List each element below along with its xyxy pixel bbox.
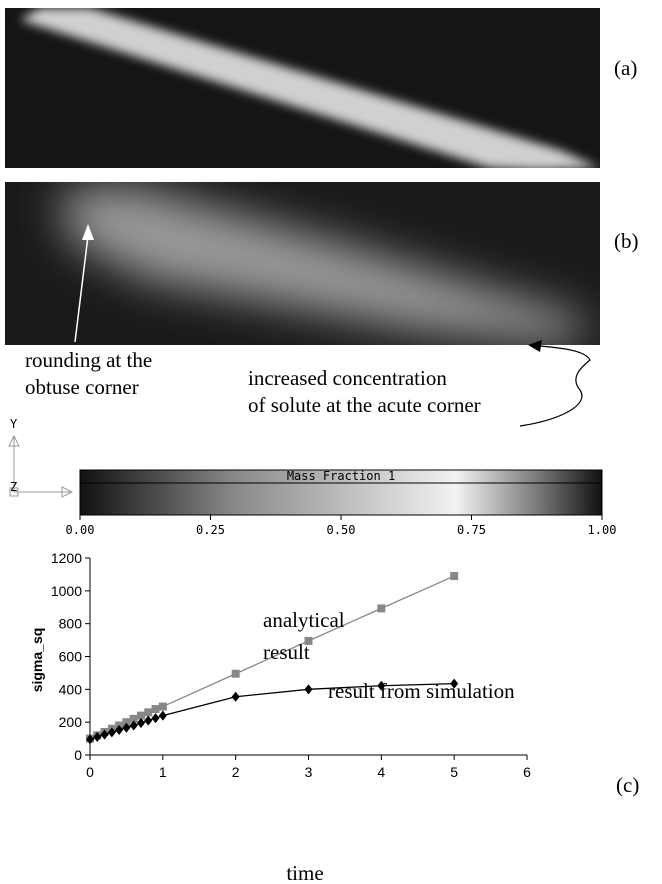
marker [100,729,109,740]
chart-annotation: result [263,640,310,664]
y-tick-label: 800 [59,616,83,632]
marker [158,710,167,721]
x-tick-label: 6 [523,764,531,780]
marker [231,669,240,678]
marker [231,691,240,702]
marker [129,714,138,723]
marker [377,604,386,613]
marker [304,636,313,645]
y-tick-label: 400 [59,681,83,697]
annotation: increased concentration [248,366,447,390]
y-tick-label: 600 [59,649,83,665]
x-tick-label: 3 [305,764,313,780]
marker [144,708,153,717]
colorbar-tick-label: 0.75 [457,523,486,537]
marker [450,678,459,689]
marker [304,684,313,695]
marker [144,715,153,726]
chart-annotation: analytical [263,608,345,632]
x-tick-label: 5 [450,764,458,780]
x-tick-label: 4 [377,764,385,780]
marker [129,720,138,731]
marker [136,717,145,728]
y-tick-label: 200 [59,714,83,730]
annotation: obtuse corner [25,375,139,399]
colorbar-tick-label: 0.00 [66,523,95,537]
x-tick-label: 0 [86,764,94,780]
panel-label: (b) [614,229,639,253]
panel-label: (a) [614,56,637,80]
marker [122,718,131,727]
image-b [5,182,600,345]
dynamic: 0.00 0.25 0.50 0.75 1.0002004006008001000120… [29,515,616,884]
marker [107,727,116,738]
arrow-head [528,340,542,352]
arrow [74,235,89,343]
panel-label: (c) [616,773,639,797]
marker [122,722,131,733]
annotation: rounding at the [25,348,152,372]
axis-letter: Y [10,417,18,431]
annotation: of solute at the acute corner [248,393,481,417]
x-tick-label: 1 [159,764,167,780]
chart-annotation: result from simulation [328,679,515,703]
arrow-head [82,224,94,240]
colorbar-tick-label: 1.00 [588,523,617,537]
marker [158,702,167,711]
x-tick-label: 2 [232,764,240,780]
marker [93,731,102,742]
y-axis-label: sigma_sq [29,628,45,693]
marker [115,725,124,736]
image-a [5,8,600,168]
marker [136,711,145,720]
x-axis-label: time [286,861,323,884]
colorbar-title: Mass Fraction 1 [287,469,395,483]
y-tick-label: 1200 [51,550,82,566]
axis-letter: Z [10,480,17,494]
axis-triad [8,434,74,498]
colorbar-tick-label: 0.25 [196,523,225,537]
marker [450,572,459,581]
marker [151,713,160,724]
colorbar-tick-label: 0.50 [327,523,356,537]
y-tick-label: 0 [74,747,82,763]
marker [151,705,160,714]
arrow [519,345,591,427]
marker [86,734,94,745]
y-tick-label: 1000 [51,583,82,599]
marker [377,680,386,691]
